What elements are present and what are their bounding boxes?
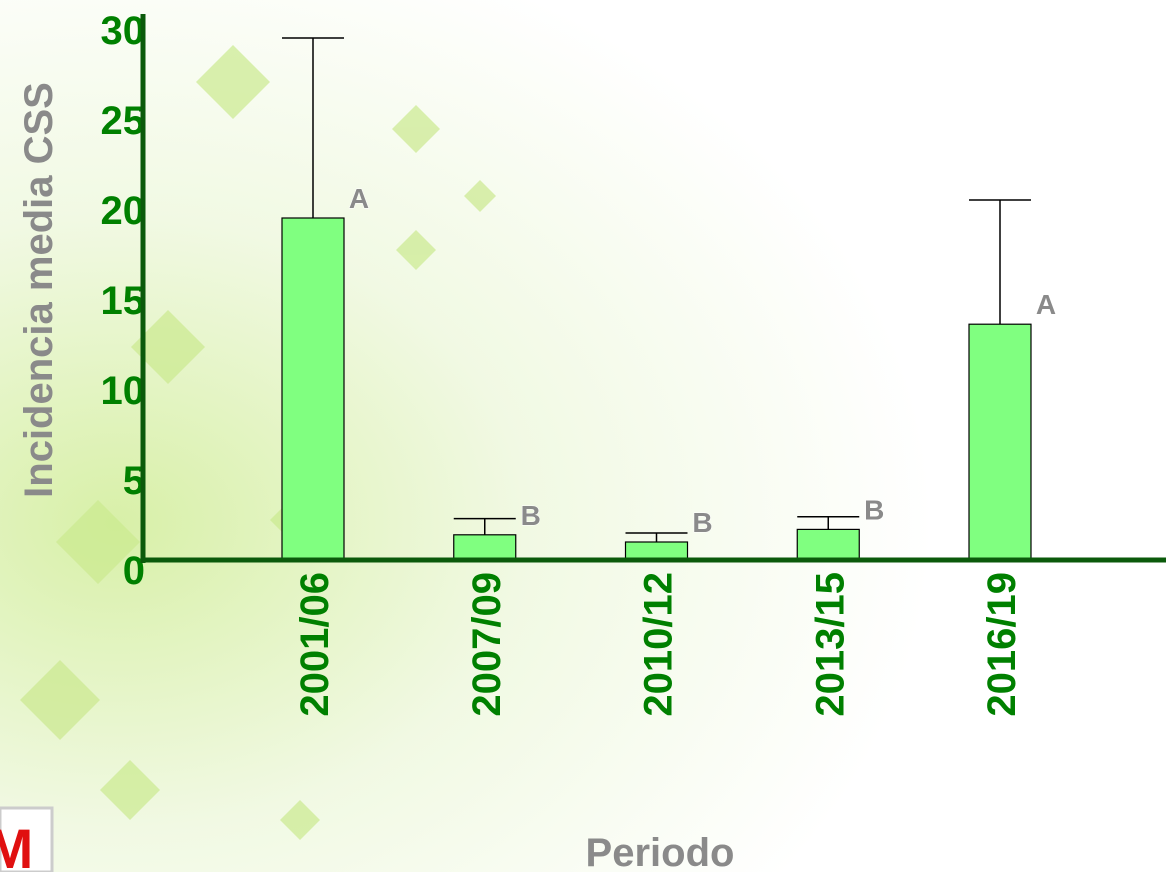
x-tick-label: 2007/09 (465, 572, 509, 717)
x-tick-label: 2013/15 (808, 572, 852, 717)
y-tick-label: 10 (101, 369, 146, 413)
annotation: A (349, 183, 369, 214)
annotation: B (864, 494, 884, 525)
y-tick-label: 0 (123, 549, 145, 593)
bar (796, 528, 860, 561)
x-tick-label: 2010/12 (637, 572, 681, 717)
logo-box (0, 806, 54, 872)
y-tick-label: 20 (101, 189, 146, 233)
x-axis-label: Periodo (586, 831, 735, 872)
y-tick-label: 5 (123, 459, 145, 503)
bar (968, 323, 1032, 561)
x-tick-label: 2001/06 (293, 572, 337, 717)
x-tick-label: 2016/19 (980, 572, 1024, 717)
annotation: B (692, 507, 712, 538)
y-tick-label: 15 (101, 279, 146, 323)
bar (281, 217, 345, 561)
logo: M (0, 817, 33, 872)
bar (453, 534, 517, 561)
y-axis-label: Incidencia media CSS (17, 82, 61, 498)
y-tick-label: 25 (101, 99, 146, 143)
annotation: B (521, 500, 541, 531)
bar (624, 541, 689, 561)
y-tick-label: 30 (101, 9, 146, 53)
annotation: A (1036, 289, 1056, 320)
